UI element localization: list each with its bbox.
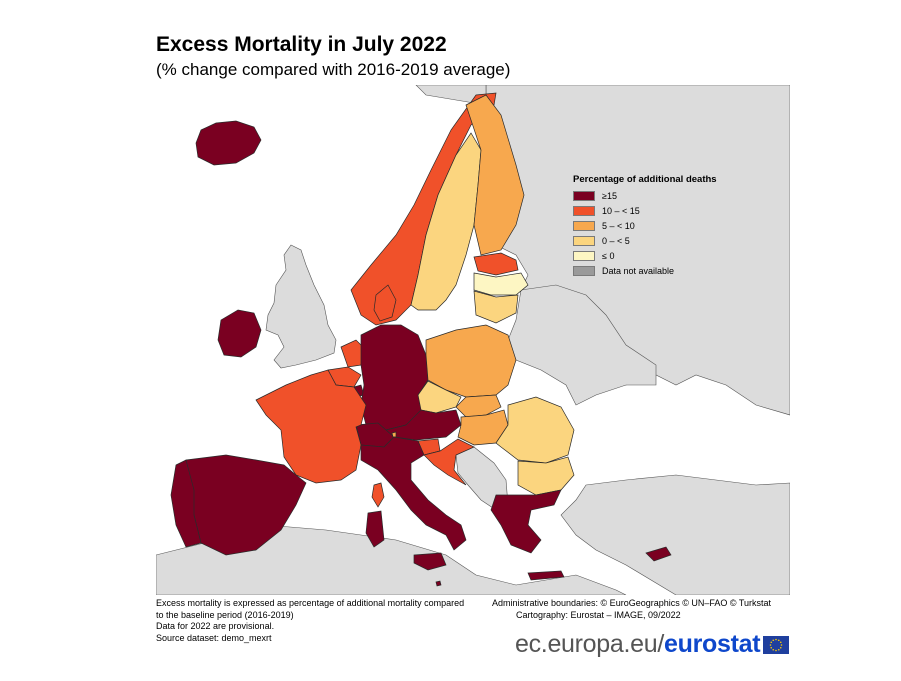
legend-swatch [573, 265, 595, 276]
map-subtitle: (% change compared with 2016-2019 averag… [156, 60, 511, 79]
legend-item: 5 – < 10 [573, 218, 717, 233]
country-poland [425, 324, 517, 398]
country-norway [350, 92, 497, 326]
credit-cartography: Cartography: Eurostat – IMAGE, 09/2022 [516, 609, 681, 620]
country-bulgaria [517, 456, 575, 496]
country-lithuania [473, 290, 519, 324]
country-iceland [195, 120, 262, 166]
legend-label: ≥15 [602, 190, 617, 201]
footnotes: Excess mortality is expressed as percent… [156, 598, 464, 644]
country-portugal [170, 459, 202, 548]
footnote-line: Source dataset: demo_mexrt [156, 632, 272, 643]
country-italy-sardinia [365, 510, 385, 548]
eurostat-brand: ec.europa.eu/ eurostat [515, 630, 790, 659]
legend-item: ≤ 0 [573, 248, 717, 263]
country-sweden [410, 132, 482, 311]
footnote-line: to the baseline period (2016-2019) [156, 609, 294, 620]
country-denmark [373, 284, 397, 322]
footnote-line: Data for 2022 are provisional. [156, 621, 275, 631]
country-italy [360, 436, 467, 551]
country-estonia [473, 252, 519, 276]
legend-item: 10 – < 15 [573, 203, 717, 218]
map-title: Excess Mortality in July 2022 [156, 33, 447, 56]
legend-swatch [573, 235, 595, 246]
legend-swatch [573, 250, 595, 261]
legend-title: Percentage of additional deaths [573, 174, 717, 185]
country-france-corsica [371, 482, 385, 508]
brand-url: ec.europa.eu/ [515, 630, 664, 658]
legend-swatch [573, 220, 595, 231]
countries [170, 92, 672, 587]
country-cyprus [645, 546, 672, 562]
country-italy-sicily [413, 552, 447, 571]
choropleth-map [156, 85, 790, 595]
credit-boundaries: Administrative boundaries: © EuroGeograp… [492, 598, 772, 608]
country-latvia [473, 272, 529, 296]
country-france [255, 369, 367, 484]
legend-swatch [573, 190, 595, 201]
map-legend: Percentage of additional deaths ≥15 10 –… [573, 174, 717, 278]
legend-label: ≤ 0 [602, 250, 615, 261]
country-greece-crete [527, 570, 565, 581]
country-ireland [217, 309, 262, 358]
legend-label: Data not available [602, 265, 675, 276]
footnote-line: Excess mortality is expressed as percent… [156, 598, 465, 608]
country-greece [490, 489, 562, 554]
credits: Administrative boundaries: © EuroGeograp… [492, 598, 771, 621]
brand-name: eurostat [664, 630, 761, 658]
legend-label: 0 – < 5 [602, 235, 630, 246]
legend-item: Data not available [573, 263, 717, 278]
legend-item: 0 – < 5 [573, 233, 717, 248]
eu-flag-icon [763, 635, 790, 654]
legend-swatch [573, 205, 595, 216]
non-eu-land [156, 85, 790, 595]
country-croatia [423, 438, 475, 486]
country-finland [465, 94, 525, 256]
country-liechtenstein [391, 431, 397, 438]
legend-label: 10 – < 15 [602, 205, 640, 216]
legend-item: ≥15 [573, 188, 717, 203]
country-malta [435, 580, 442, 587]
legend-label: 5 – < 10 [602, 220, 635, 231]
